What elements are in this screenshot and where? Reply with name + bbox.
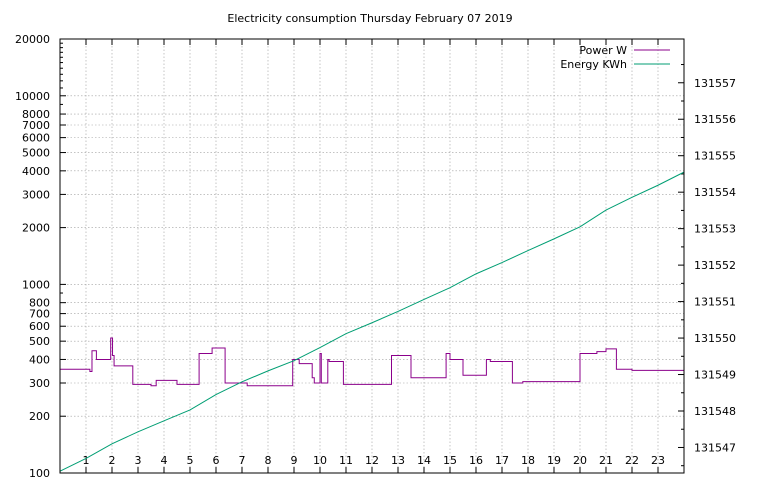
y-left-tick-label: 1000 [22,278,50,291]
x-tick-label: 12 [365,454,379,467]
y-left-tick-label: 800 [29,297,50,310]
series-line-energy-kwh [59,171,685,472]
y-right-tick-label: 131551 [694,296,736,309]
x-tick-label: 5 [187,454,194,467]
y-right-tick-label: 131552 [694,259,736,272]
y-right-tick-label: 131553 [694,223,736,236]
y-left-tick-label: 3000 [22,188,50,201]
y-left-tick-label: 100 [29,467,50,480]
x-tick-label: 19 [547,454,561,467]
y-right-tick-label: 131555 [694,150,736,163]
x-tick-label: 1 [83,454,90,467]
x-tick-label: 23 [651,454,665,467]
x-tick-label: 13 [391,454,405,467]
x-tick-label: 20 [573,454,587,467]
y-left-tick-label: 300 [29,377,50,390]
y-left-tick-label: 7000 [22,119,50,132]
y-left-tick-label: 5000 [22,147,50,160]
y-left-tick-label: 10000 [15,90,50,103]
y-left-tick-label: 400 [29,353,50,366]
x-tick-label: 11 [339,454,353,467]
x-tick-label: 10 [313,454,327,467]
x-tick-label: 16 [469,454,483,467]
x-tick-label: 18 [521,454,535,467]
x-tick-label: 9 [291,454,298,467]
x-tick-label: 14 [417,454,431,467]
y-left-tick-label: 700 [29,308,50,321]
x-tick-label: 3 [135,454,142,467]
y-left-tick-label: 20000 [15,33,50,46]
series-layer [59,171,685,472]
y-right-tick-label: 131547 [694,441,736,454]
y-left-tick-label: 500 [29,335,50,348]
x-tick-label: 21 [599,454,613,467]
x-tick-label: 4 [161,454,168,467]
x-tick-label: 2 [109,454,116,467]
y-left-tick-label: 6000 [22,132,50,145]
legend-label: Power W [579,44,627,57]
axis-ticks: 1 2 3 4 5 6 7 8 9 10 11 12 13 14 15 16 17 18 19 20 21 22 23100… [15,33,736,480]
y-right-tick-label: 131556 [694,113,736,126]
plot-frame [59,38,685,474]
y-right-tick-label: 131557 [694,77,736,90]
x-tick-label: 15 [443,454,457,467]
y-right-tick-label: 131549 [694,369,736,382]
x-tick-label: 17 [495,454,509,467]
y-left-tick-label: 600 [29,320,50,333]
y-left-tick-label: 4000 [22,165,50,178]
y-left-tick-label: 200 [29,410,50,423]
x-tick-label: 6 [213,454,220,467]
chart-title: Electricity consumption Thursday Februar… [227,12,512,25]
y-left-tick-label: 8000 [22,108,50,121]
y-left-tick-label: 2000 [22,222,50,235]
series-line-power-w [60,337,684,387]
y-right-tick-label: 131548 [694,405,736,418]
y-right-tick-label: 131550 [694,332,736,345]
x-tick-label: 8 [265,454,272,467]
x-tick-label: 7 [239,454,246,467]
x-tick-label: 22 [625,454,639,467]
legend-label: Energy KWh [560,58,627,71]
y-right-tick-label: 131554 [694,186,736,199]
grid-lines [60,38,684,474]
